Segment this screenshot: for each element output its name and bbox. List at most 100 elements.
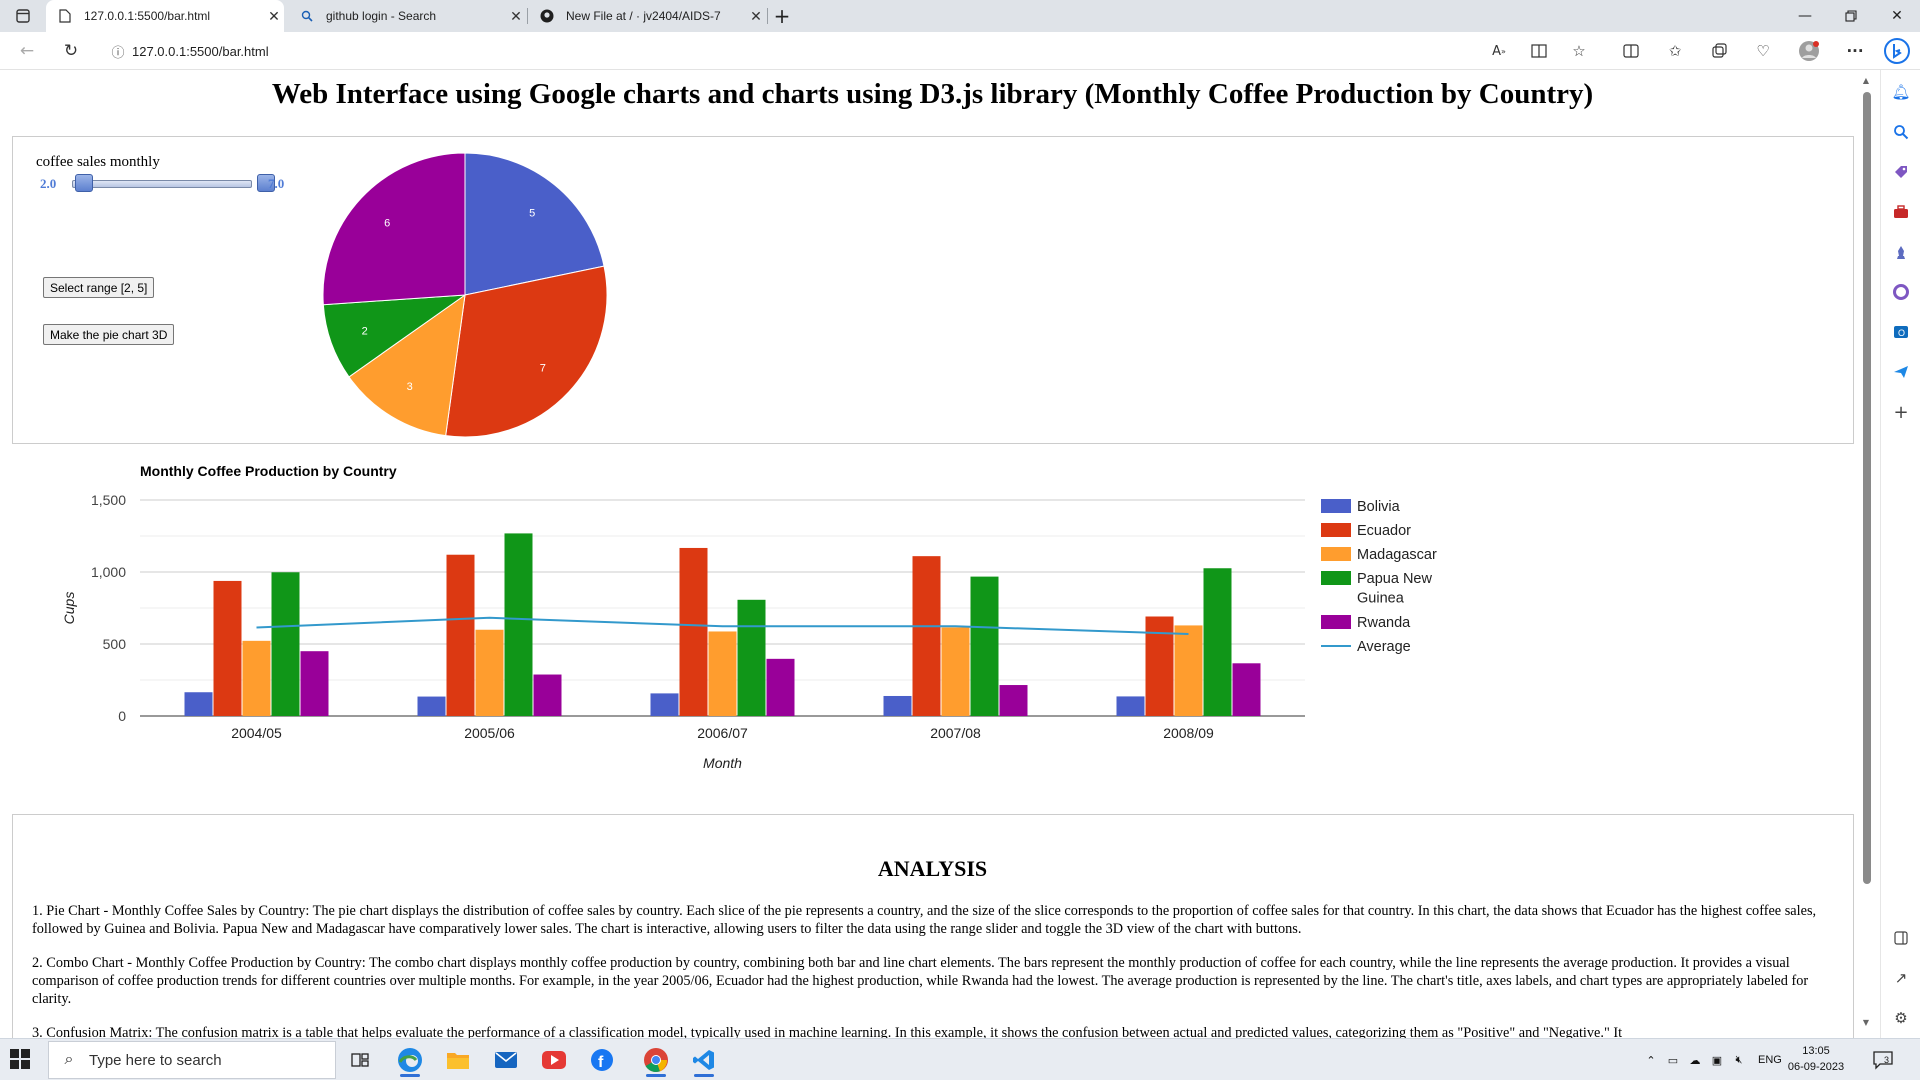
make-pie-3d-button[interactable]: Make the pie chart 3D xyxy=(43,324,175,345)
file-explorer-icon[interactable] xyxy=(438,1043,478,1077)
windows-start-icon[interactable] xyxy=(8,1047,34,1073)
language-indicator[interactable]: ENG xyxy=(1758,1054,1782,1066)
close-icon[interactable]: ✕ xyxy=(750,7,762,24)
notification-center-icon[interactable]: 3 xyxy=(1872,1039,1894,1081)
bar[interactable] xyxy=(1145,616,1174,716)
bar[interactable] xyxy=(213,580,242,716)
settings-gear-icon[interactable]: ⚙ xyxy=(1894,1009,1908,1027)
close-window-icon[interactable]: ✕ xyxy=(1891,8,1903,24)
bar[interactable] xyxy=(912,556,941,716)
bar[interactable] xyxy=(941,627,970,716)
send-to-device-icon[interactable] xyxy=(1889,360,1913,384)
new-tab-button[interactable]: + xyxy=(773,4,791,28)
add-sidebar-app-icon[interactable]: + xyxy=(1893,401,1909,423)
pie-slice[interactable] xyxy=(464,152,605,296)
task-view-icon[interactable] xyxy=(340,1043,380,1077)
games-chess-icon[interactable] xyxy=(1889,240,1913,264)
close-icon[interactable]: ✕ xyxy=(268,7,280,24)
bar[interactable] xyxy=(533,674,562,716)
legend-label[interactable]: Average xyxy=(1357,639,1411,655)
combo-chart[interactable]: Monthly Coffee Production by Country 0 500… xyxy=(40,458,1540,788)
page-scrollbar[interactable]: ▲ ▼ xyxy=(1856,70,1876,1038)
back-icon[interactable]: ← xyxy=(19,41,35,61)
bar[interactable] xyxy=(766,658,795,716)
bar[interactable] xyxy=(737,599,766,716)
bar[interactable] xyxy=(504,533,533,716)
minimize-icon[interactable]: — xyxy=(1798,8,1812,24)
youtube-icon[interactable] xyxy=(534,1043,574,1077)
tab-actions-icon[interactable] xyxy=(0,0,46,32)
notifications-bell-icon[interactable]: 🔔︎ xyxy=(1891,83,1911,101)
more-options-icon[interactable]: ··· xyxy=(1846,42,1864,60)
average-line[interactable] xyxy=(256,616,1189,635)
tools-briefcase-icon[interactable] xyxy=(1889,200,1913,224)
browser-essentials-icon[interactable]: ♡ xyxy=(1756,42,1770,60)
close-icon[interactable]: ✕ xyxy=(510,7,522,24)
meet-now-icon[interactable]: ▭ xyxy=(1667,1054,1679,1067)
clock[interactable]: 13:05 06-09-2023 xyxy=(1780,1043,1852,1075)
pie-chart[interactable]: 5 7 3 2 6 xyxy=(320,150,610,440)
pie-slice[interactable] xyxy=(322,152,466,306)
refresh-icon[interactable]: ↻ xyxy=(63,41,79,61)
bar[interactable] xyxy=(475,629,504,716)
site-info-icon[interactable]: ⓘ xyxy=(111,44,125,60)
legend-label[interactable]: Guinea xyxy=(1357,591,1405,607)
tab-github-new-file[interactable]: New File at / · jv2404/AIDS-7 ✕ xyxy=(528,0,766,32)
favorites-icon[interactable]: ✩ xyxy=(1668,42,1682,60)
pie-slice[interactable] xyxy=(445,265,608,438)
restore-icon[interactable] xyxy=(1828,0,1874,32)
outlook-icon[interactable]: O xyxy=(1889,320,1913,344)
collections-icon[interactable] xyxy=(1704,36,1734,66)
shopping-tag-icon[interactable] xyxy=(1889,160,1913,184)
taskbar-search-box[interactable]: ⌕ Type here to search xyxy=(48,1041,336,1079)
bar[interactable] xyxy=(999,685,1028,716)
scroll-up-icon[interactable]: ▲ xyxy=(1862,76,1870,85)
chevron-up-icon[interactable]: ⌃ xyxy=(1646,1054,1656,1067)
edge-browser-icon[interactable] xyxy=(390,1043,430,1077)
legend-label[interactable]: Madagascar xyxy=(1357,547,1437,563)
legend-label[interactable]: Ecuador xyxy=(1357,523,1411,539)
legend-label[interactable]: Rwanda xyxy=(1357,615,1411,631)
tab-github-search[interactable]: github login - Search ✕ xyxy=(288,0,526,32)
range-slider-max-handle[interactable] xyxy=(257,174,275,192)
scrollbar-thumb[interactable] xyxy=(1863,92,1871,884)
scroll-down-icon[interactable]: ▼ xyxy=(1862,1018,1870,1027)
bar[interactable] xyxy=(1203,568,1232,716)
legend-label[interactable]: Bolivia xyxy=(1357,499,1401,515)
tab-bar-html[interactable]: 127.0.0.1:5500/bar.html ✕ xyxy=(46,0,284,32)
bar[interactable] xyxy=(708,631,737,716)
facebook-icon[interactable]: f xyxy=(582,1043,622,1077)
onedrive-icon[interactable]: ☁ xyxy=(1689,1054,1701,1067)
select-range-button[interactable]: Select range [2, 5] xyxy=(43,277,155,298)
search-icon[interactable] xyxy=(1889,120,1913,144)
vscode-icon[interactable] xyxy=(684,1043,724,1077)
immersive-reader-icon[interactable] xyxy=(1524,36,1554,66)
bar[interactable] xyxy=(446,554,475,716)
range-slider-min-handle[interactable] xyxy=(75,174,93,192)
bar[interactable] xyxy=(1174,625,1203,716)
bar[interactable] xyxy=(242,640,271,716)
bar[interactable] xyxy=(1232,663,1261,716)
bar[interactable] xyxy=(1116,696,1145,716)
open-external-icon[interactable]: ↗ xyxy=(1894,969,1908,987)
bar[interactable] xyxy=(679,547,708,716)
bar[interactable] xyxy=(970,576,999,716)
favorite-star-icon[interactable]: ☆ xyxy=(1572,42,1586,60)
bar[interactable] xyxy=(300,651,329,716)
bar[interactable] xyxy=(417,696,446,716)
range-slider-track[interactable] xyxy=(72,180,252,188)
mail-icon[interactable] xyxy=(486,1043,526,1077)
microsoft-365-icon[interactable] xyxy=(1889,280,1913,304)
profile-avatar[interactable] xyxy=(1794,36,1824,66)
bar[interactable] xyxy=(650,693,679,716)
network-icon[interactable]: ▣ xyxy=(1711,1054,1723,1067)
legend-label[interactable]: Papua New xyxy=(1357,571,1432,587)
bar[interactable] xyxy=(271,572,300,716)
pie-slice[interactable] xyxy=(348,293,466,437)
read-aloud-icon[interactable]: A» xyxy=(1492,43,1506,59)
bar[interactable] xyxy=(883,695,912,716)
hide-sidebar-icon[interactable] xyxy=(1889,926,1913,950)
split-screen-icon[interactable] xyxy=(1616,36,1646,66)
url-field[interactable]: ⓘ 127.0.0.1:5500/bar.html xyxy=(104,36,1484,66)
speaker-muted-icon[interactable]: 🔇︎ xyxy=(1735,1053,1743,1066)
